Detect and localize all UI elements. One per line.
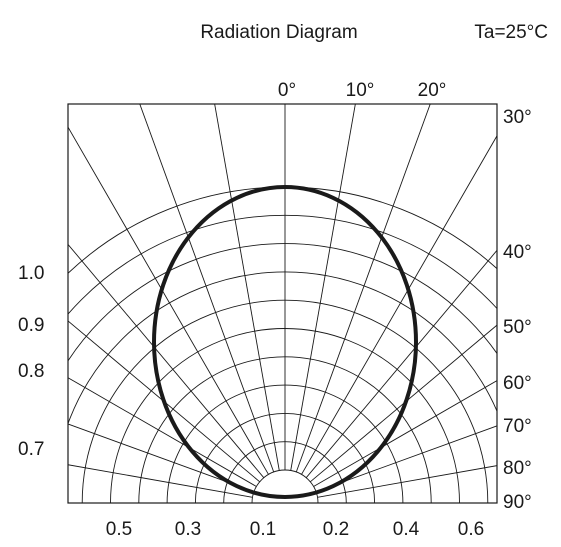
polar-grid [68,104,497,503]
tick-label-right-50: 50° [503,317,532,338]
tick-label-bottom-0-4: 0.4 [393,519,420,540]
plot-frame [67,103,498,504]
grid-spoke-70 [315,425,497,493]
tick-label-right-90: 90° [503,492,532,513]
tick-label-left-0-9: 0.9 [18,315,44,336]
condition-label: Ta=25°C [474,22,548,43]
tick-label-left-0-8: 0.8 [18,361,44,382]
radiation-pattern-group [152,185,418,499]
grid-spoke-10 [290,104,356,471]
grid-spoke--20 [139,104,275,473]
grid-spoke-50 [309,324,497,483]
grid-spoke--60 [68,377,257,487]
tick-label-top-0: 0° [278,80,296,101]
tick-label-left-0-7: 0.7 [18,439,44,460]
chart-title: Radiation Diagram [200,22,357,43]
tick-label-left-1-0: 1.0 [18,263,44,284]
tick-label-bottom-0-2: 0.2 [323,519,349,540]
grid-ring-10 [68,186,497,275]
tick-label-bottom-0-3: 0.3 [175,519,201,540]
radiation-pattern-curve [152,185,418,499]
grid-spoke-30 [301,134,497,475]
tick-label-bottom-0-1: 0.1 [250,519,276,540]
grid-spoke--50 [68,320,261,483]
tick-label-right-30: 30° [503,107,532,128]
grid-spoke-80 [317,465,497,498]
tick-label-bottom-0-5: 0.5 [106,519,132,540]
grid-spoke-60 [313,380,497,487]
grid-spoke--80 [68,464,253,498]
grid-spoke-40 [305,249,497,479]
tick-label-right-40: 40° [503,242,532,263]
tick-label-bottom-0-6: 0.6 [458,519,484,540]
grid-spoke--10 [214,104,280,471]
grid-spoke--70 [68,423,255,493]
grid-spoke--30 [68,126,269,475]
tick-label-top-10: 10° [346,80,375,101]
tick-label-right-60: 60° [503,373,532,394]
tick-label-top-20: 20° [418,80,447,101]
tick-label-right-80: 80° [503,458,532,479]
tick-label-right-70: 70° [503,416,532,437]
grid-spoke-20 [295,104,431,473]
grid-spoke--40 [68,243,265,479]
